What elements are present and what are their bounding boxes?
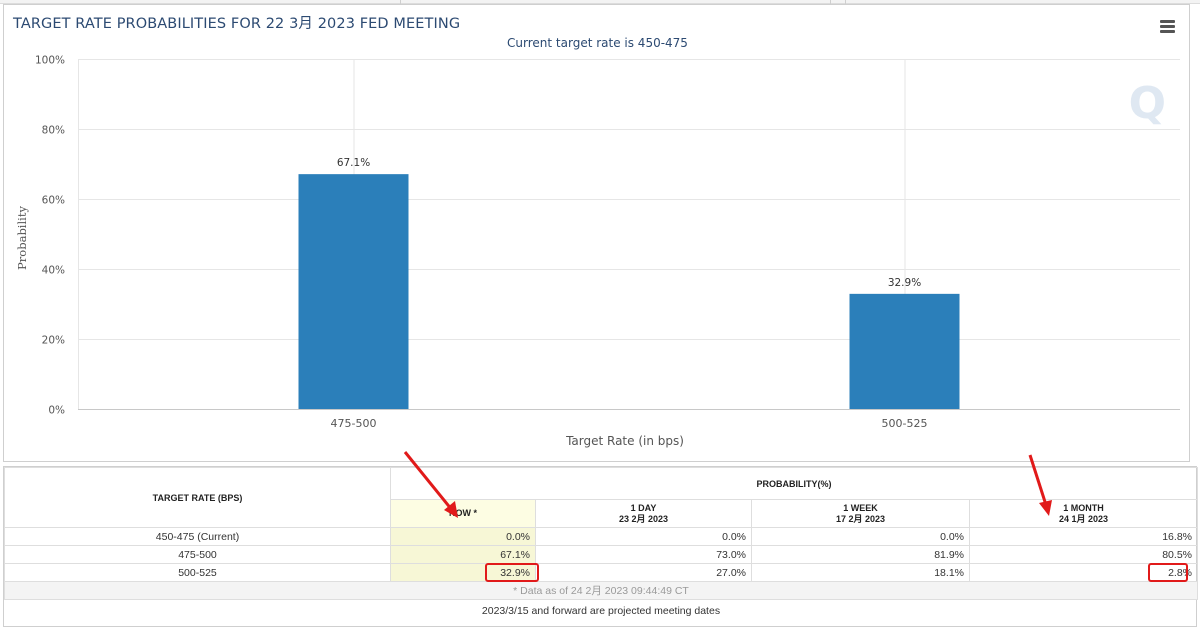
rate-cell: 475-500	[4, 545, 391, 564]
chart-title: TARGET RATE PROBABILITIES FOR 22 3月 2023…	[13, 16, 461, 32]
day-value: 73.0%	[535, 545, 752, 564]
y-tick-label: 20%	[42, 335, 65, 347]
table-row: 500-525 32.9% 27.0% 18.1% 2.8%	[4, 563, 1198, 582]
top-strip	[0, 0, 1200, 4]
table-row: 450-475 (Current) 0.0% 0.0% 0.0% 16.8%	[4, 527, 1198, 546]
now-value: 0.0%	[390, 527, 536, 546]
data-timestamp-note: * Data as of 24 2月 2023 09:44:49 CT	[4, 581, 1198, 600]
y-tick-label: 60%	[42, 195, 65, 207]
bar-chart: 0% 20% 40% 60% 80% 100% Q 67.1% 475-500 32.9% 500-…	[15, 55, 1180, 448]
x-tick-label: 500-525	[882, 417, 928, 430]
col-1week-header: 1 WEEK 17 2月 2023	[751, 499, 970, 528]
month-value: 2.8%	[969, 563, 1198, 582]
rate-cell: 500-525	[4, 563, 391, 582]
bar	[298, 174, 409, 409]
col-1month-header: 1 MONTH 24 1月 2023	[969, 499, 1198, 528]
week-value: 0.0%	[751, 527, 970, 546]
x-axis-title: Target Rate (in bps)	[565, 434, 684, 448]
rate-header: TARGET RATE (BPS)	[4, 467, 391, 528]
now-value: 32.9%	[390, 563, 536, 582]
x-tick-label: 475-500	[331, 417, 377, 430]
month-value: 16.8%	[969, 527, 1198, 546]
week-value: 18.1%	[751, 563, 970, 582]
day-value: 0.0%	[535, 527, 752, 546]
data-label: 67.1%	[337, 157, 370, 169]
probability-header: PROBABILITY(%)	[390, 467, 1198, 500]
rate-cell: 450-475 (Current)	[4, 527, 391, 546]
y-tick-label: 80%	[42, 125, 65, 137]
y-axis-title: Probability	[15, 206, 29, 270]
col-1day-header: 1 DAY 23 2月 2023	[535, 499, 752, 528]
col-now-header: NOW *	[390, 499, 536, 528]
y-tick-label: 100%	[35, 55, 65, 67]
week-value: 81.9%	[751, 545, 970, 564]
data-label: 32.9%	[888, 277, 921, 289]
chart-panel: TARGET RATE PROBABILITIES FOR 22 3月 2023…	[3, 4, 1190, 462]
projected-dates-note: 2023/3/15 and forward are projected meet…	[481, 605, 721, 617]
bar	[849, 293, 960, 409]
day-value: 27.0%	[535, 563, 752, 582]
probability-table-panel: TARGET RATE (BPS) PROBABILITY(%) NOW * 1…	[3, 466, 1198, 627]
y-tick-label: 40%	[42, 265, 65, 277]
probability-table: TARGET RATE (BPS) PROBABILITY(%) NOW * 1…	[4, 467, 1198, 600]
now-value: 67.1%	[390, 545, 536, 564]
chart-subtitle: Current target rate is 450-475	[507, 36, 688, 50]
table-row: 475-500 67.1% 73.0% 81.9% 80.5%	[4, 545, 1198, 564]
watermark-logo: Q	[1129, 78, 1166, 129]
hamburger-menu-icon[interactable]	[1156, 17, 1178, 39]
y-tick-label: 0%	[48, 405, 65, 417]
month-value: 80.5%	[969, 545, 1198, 564]
